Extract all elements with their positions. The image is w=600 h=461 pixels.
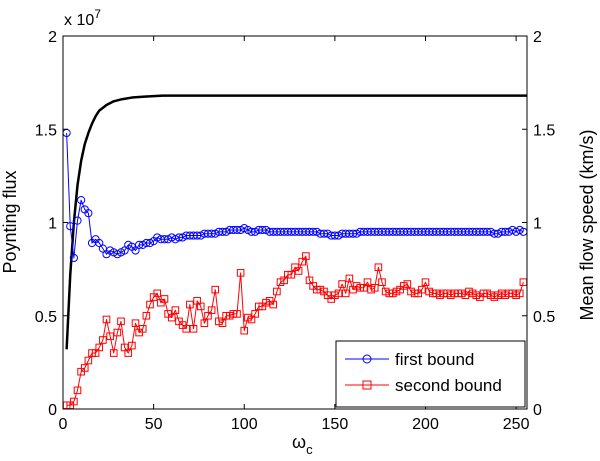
y-tick-label-right: 2 (533, 29, 542, 46)
second-bound-point (171, 306, 180, 314)
x-tick-label: 50 (145, 416, 163, 433)
second-bound-point (95, 343, 104, 352)
first-bound-point (66, 222, 75, 231)
second-bound-point (338, 280, 346, 288)
second-bound-point (131, 319, 140, 328)
second-bound-point (236, 269, 245, 277)
second-bound-point (273, 287, 281, 296)
y-tick-label-right: 1 (533, 216, 542, 233)
y-tick-label-right: 0 (533, 402, 542, 419)
second-bound-point (200, 319, 209, 328)
y-tick-label-left: 2 (48, 29, 57, 46)
second-bound-point (73, 386, 82, 395)
second-bound-point (196, 302, 205, 311)
second-bound-point (240, 326, 249, 335)
second-bound-point (189, 325, 198, 333)
y-tick-label-right: 1.5 (533, 122, 555, 139)
second-bound-point (294, 267, 303, 275)
y-tick-label-left: 1 (48, 216, 57, 233)
second-bound-point (233, 310, 241, 318)
legend-box (335, 340, 526, 408)
second-bound-point (418, 285, 426, 294)
second-bound-point (113, 328, 122, 337)
x-tick-label: 0 (59, 416, 68, 433)
x-tick-label: 250 (503, 416, 530, 433)
second-bound-point (128, 341, 136, 350)
legend-second-marker (362, 380, 372, 390)
y-axis-right-title: Mean flow speed (km/s) (577, 129, 597, 320)
first-bound-point (84, 209, 93, 218)
second-bound-point (84, 356, 93, 365)
second-bound-point (363, 278, 372, 286)
exponent-label: x 107 (64, 7, 101, 29)
poynting-flux-line (65, 94, 527, 350)
second-bound-point (70, 397, 78, 406)
x-axis-title: ωc (292, 432, 313, 457)
legend-second-label: second bound (395, 376, 502, 395)
second-bound-point (251, 310, 259, 318)
first-bound-point (73, 216, 82, 225)
x-tick-label: 200 (412, 416, 439, 433)
second-bound-point (186, 300, 194, 309)
second-bound-point (142, 311, 151, 320)
y-tick-label-left: 0 (48, 402, 57, 419)
second-bound-point (302, 252, 310, 260)
second-bound-point (211, 285, 220, 294)
second-bound-point (124, 349, 133, 357)
legend-first-marker (362, 354, 372, 364)
second-bound-point (109, 349, 118, 357)
legend-first-label: first bound (395, 350, 474, 369)
y-tick-label-right: 0.5 (533, 309, 555, 326)
first-bound-point (131, 246, 140, 255)
second-bound-point (99, 336, 107, 344)
second-bound-point (138, 325, 147, 333)
first-bound-point (77, 196, 86, 205)
second-bound-point (218, 319, 227, 328)
y-tick-label-left: 0.5 (35, 309, 57, 326)
x-tick-label: 150 (322, 416, 349, 433)
second-bound-point (207, 306, 216, 314)
second-bound-point (80, 364, 89, 372)
second-bound-point (160, 295, 169, 303)
second-bound-point (117, 317, 125, 326)
first-bound-point (95, 238, 104, 248)
second-bound-point (421, 278, 430, 286)
x-tick-label: 100 (231, 416, 258, 433)
second-bound-point (334, 289, 343, 298)
y-axis-left-title: Poynting flux (0, 170, 20, 273)
second-bound-point (515, 289, 524, 298)
legend: first bound second bound (335, 340, 526, 408)
second-bound-point (370, 283, 379, 292)
second-bound-point (269, 300, 278, 309)
second-bound-point (106, 332, 114, 341)
second-bound-point (102, 315, 111, 324)
first-bound-point (120, 246, 129, 255)
second-bound-point (378, 278, 386, 286)
second-bound-point (403, 280, 412, 288)
second-bound-point (287, 270, 296, 279)
first-bound-point (69, 253, 78, 263)
y-tick-label-left: 1.5 (35, 122, 57, 139)
second-bound-point (345, 274, 354, 283)
second-bound-point (182, 325, 191, 333)
second-bound-point (153, 289, 162, 298)
second-bound-point (374, 263, 383, 272)
second-bound-point (167, 313, 176, 322)
second-bound-point (146, 300, 154, 309)
second-bound-point (341, 289, 350, 298)
